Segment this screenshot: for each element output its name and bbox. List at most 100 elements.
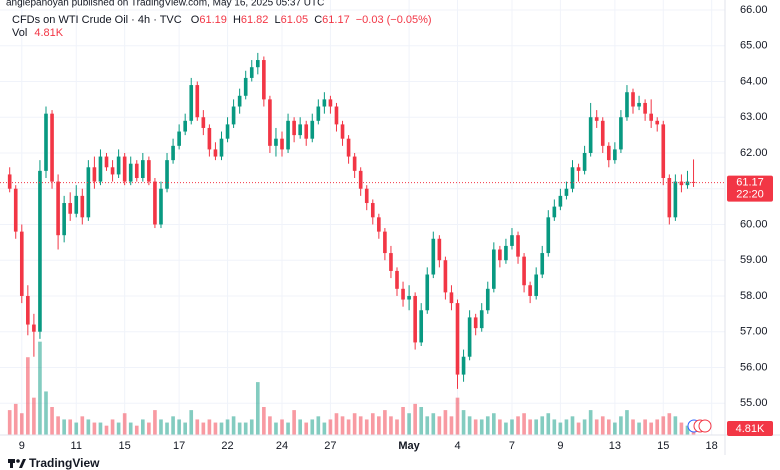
candle-body — [328, 99, 333, 107]
volume-bar — [667, 413, 672, 435]
candle-body — [522, 256, 526, 286]
last-price: 61.17 — [736, 177, 764, 189]
volume-bar — [249, 419, 254, 435]
candle-body — [437, 238, 442, 261]
volume-bar — [594, 419, 599, 435]
volume-bar — [552, 419, 557, 435]
candle-body — [473, 317, 478, 329]
volume-bar — [540, 416, 545, 435]
volume-bar — [38, 341, 42, 435]
volume-bar — [685, 425, 690, 435]
candle-body — [637, 102, 641, 107]
volume-bar — [364, 419, 369, 435]
x-tick-label: 22 — [221, 440, 233, 452]
volume-bar — [195, 419, 200, 435]
candle-body — [467, 317, 472, 357]
volume-bar — [564, 419, 569, 435]
candle-body — [153, 181, 157, 225]
y-tick-label: 66.00 — [740, 4, 768, 16]
volume-bar — [516, 416, 520, 435]
volume-bar — [673, 416, 678, 435]
candle-body — [7, 174, 12, 189]
candle-body — [679, 181, 684, 186]
candle-body — [661, 124, 666, 179]
candle-body — [594, 117, 599, 121]
candle-body — [171, 145, 175, 161]
candle-body — [262, 60, 266, 100]
candle-body — [485, 288, 490, 311]
volume-bar — [352, 413, 357, 435]
volume-bar — [606, 419, 611, 435]
volume-bar — [177, 419, 181, 435]
volume-bar — [147, 422, 151, 435]
candle-body — [606, 145, 611, 161]
candle-body — [116, 156, 121, 175]
x-tick-label: 15 — [119, 440, 131, 452]
volume-bar — [389, 416, 393, 435]
candle-body — [310, 120, 315, 139]
candle-body — [286, 120, 290, 150]
change: −0.03 (−0.05%) — [356, 14, 432, 26]
volume-bar — [655, 419, 660, 435]
candle-body — [564, 188, 569, 196]
candle-body — [419, 310, 424, 343]
candle-body — [44, 113, 48, 171]
symbol-title: CFDs on WTI Crude Oil · 4h · TVC — [12, 14, 182, 26]
candle-body — [346, 138, 351, 157]
candle-body — [26, 295, 30, 325]
y-tick-label: 55.00 — [740, 397, 768, 409]
volume-bar — [534, 419, 539, 435]
candle-body — [213, 149, 218, 157]
volume-bar — [219, 422, 224, 435]
volume-bar — [522, 413, 526, 435]
volume-bar — [455, 397, 460, 435]
candle-body — [370, 203, 375, 218]
axes: 55.0056.0057.0058.0059.0060.0061.0062.00… — [19, 4, 768, 452]
volume-bar — [50, 407, 54, 435]
volume-bar — [570, 416, 575, 435]
candle-body — [534, 274, 539, 296]
volume-bar — [340, 416, 345, 435]
volume-bar — [231, 416, 236, 435]
candle-body — [492, 249, 496, 289]
volume-bar — [619, 416, 623, 435]
volume-bar — [280, 419, 284, 435]
price-box-bg — [727, 175, 773, 202]
candle-body — [243, 77, 248, 96]
candle-body — [231, 106, 236, 125]
candle-body — [104, 156, 109, 168]
candle-body — [322, 99, 327, 107]
x-tick-label: 11 — [71, 440, 82, 452]
volume-bar — [643, 419, 647, 435]
ohlc-label: L — [274, 14, 280, 26]
y-tick-label: 64.00 — [740, 75, 768, 87]
candle-body — [395, 270, 399, 289]
candle-body — [147, 160, 151, 182]
candle-body — [249, 67, 254, 78]
x-tick-label: 15 — [657, 440, 669, 452]
candle-body — [401, 288, 405, 300]
candle-body — [540, 253, 545, 275]
volume-bar — [449, 416, 454, 435]
volume-bar — [613, 422, 617, 435]
volume-bar — [437, 416, 442, 435]
volume-bar — [310, 419, 315, 435]
volume-bar — [485, 416, 490, 435]
candle-body — [570, 167, 575, 189]
volume-bar — [134, 425, 139, 435]
volume-bar — [504, 422, 508, 435]
volume-value: 4.81K — [34, 27, 63, 39]
candles — [0, 52, 725, 389]
ohlc-value: 61.82 — [241, 14, 269, 26]
candle-body — [141, 160, 145, 179]
candle-body — [449, 292, 454, 304]
x-tick-label: 9 — [19, 440, 25, 452]
candle-body — [685, 181, 690, 186]
candle-body — [195, 85, 200, 118]
volume-bar — [370, 413, 375, 435]
candle-body — [304, 124, 309, 139]
legend-line: CFDs on WTI Crude Oil · 4h · TVC O61.19 … — [12, 14, 432, 26]
volume-bar — [165, 422, 169, 435]
candle-body — [334, 106, 339, 125]
